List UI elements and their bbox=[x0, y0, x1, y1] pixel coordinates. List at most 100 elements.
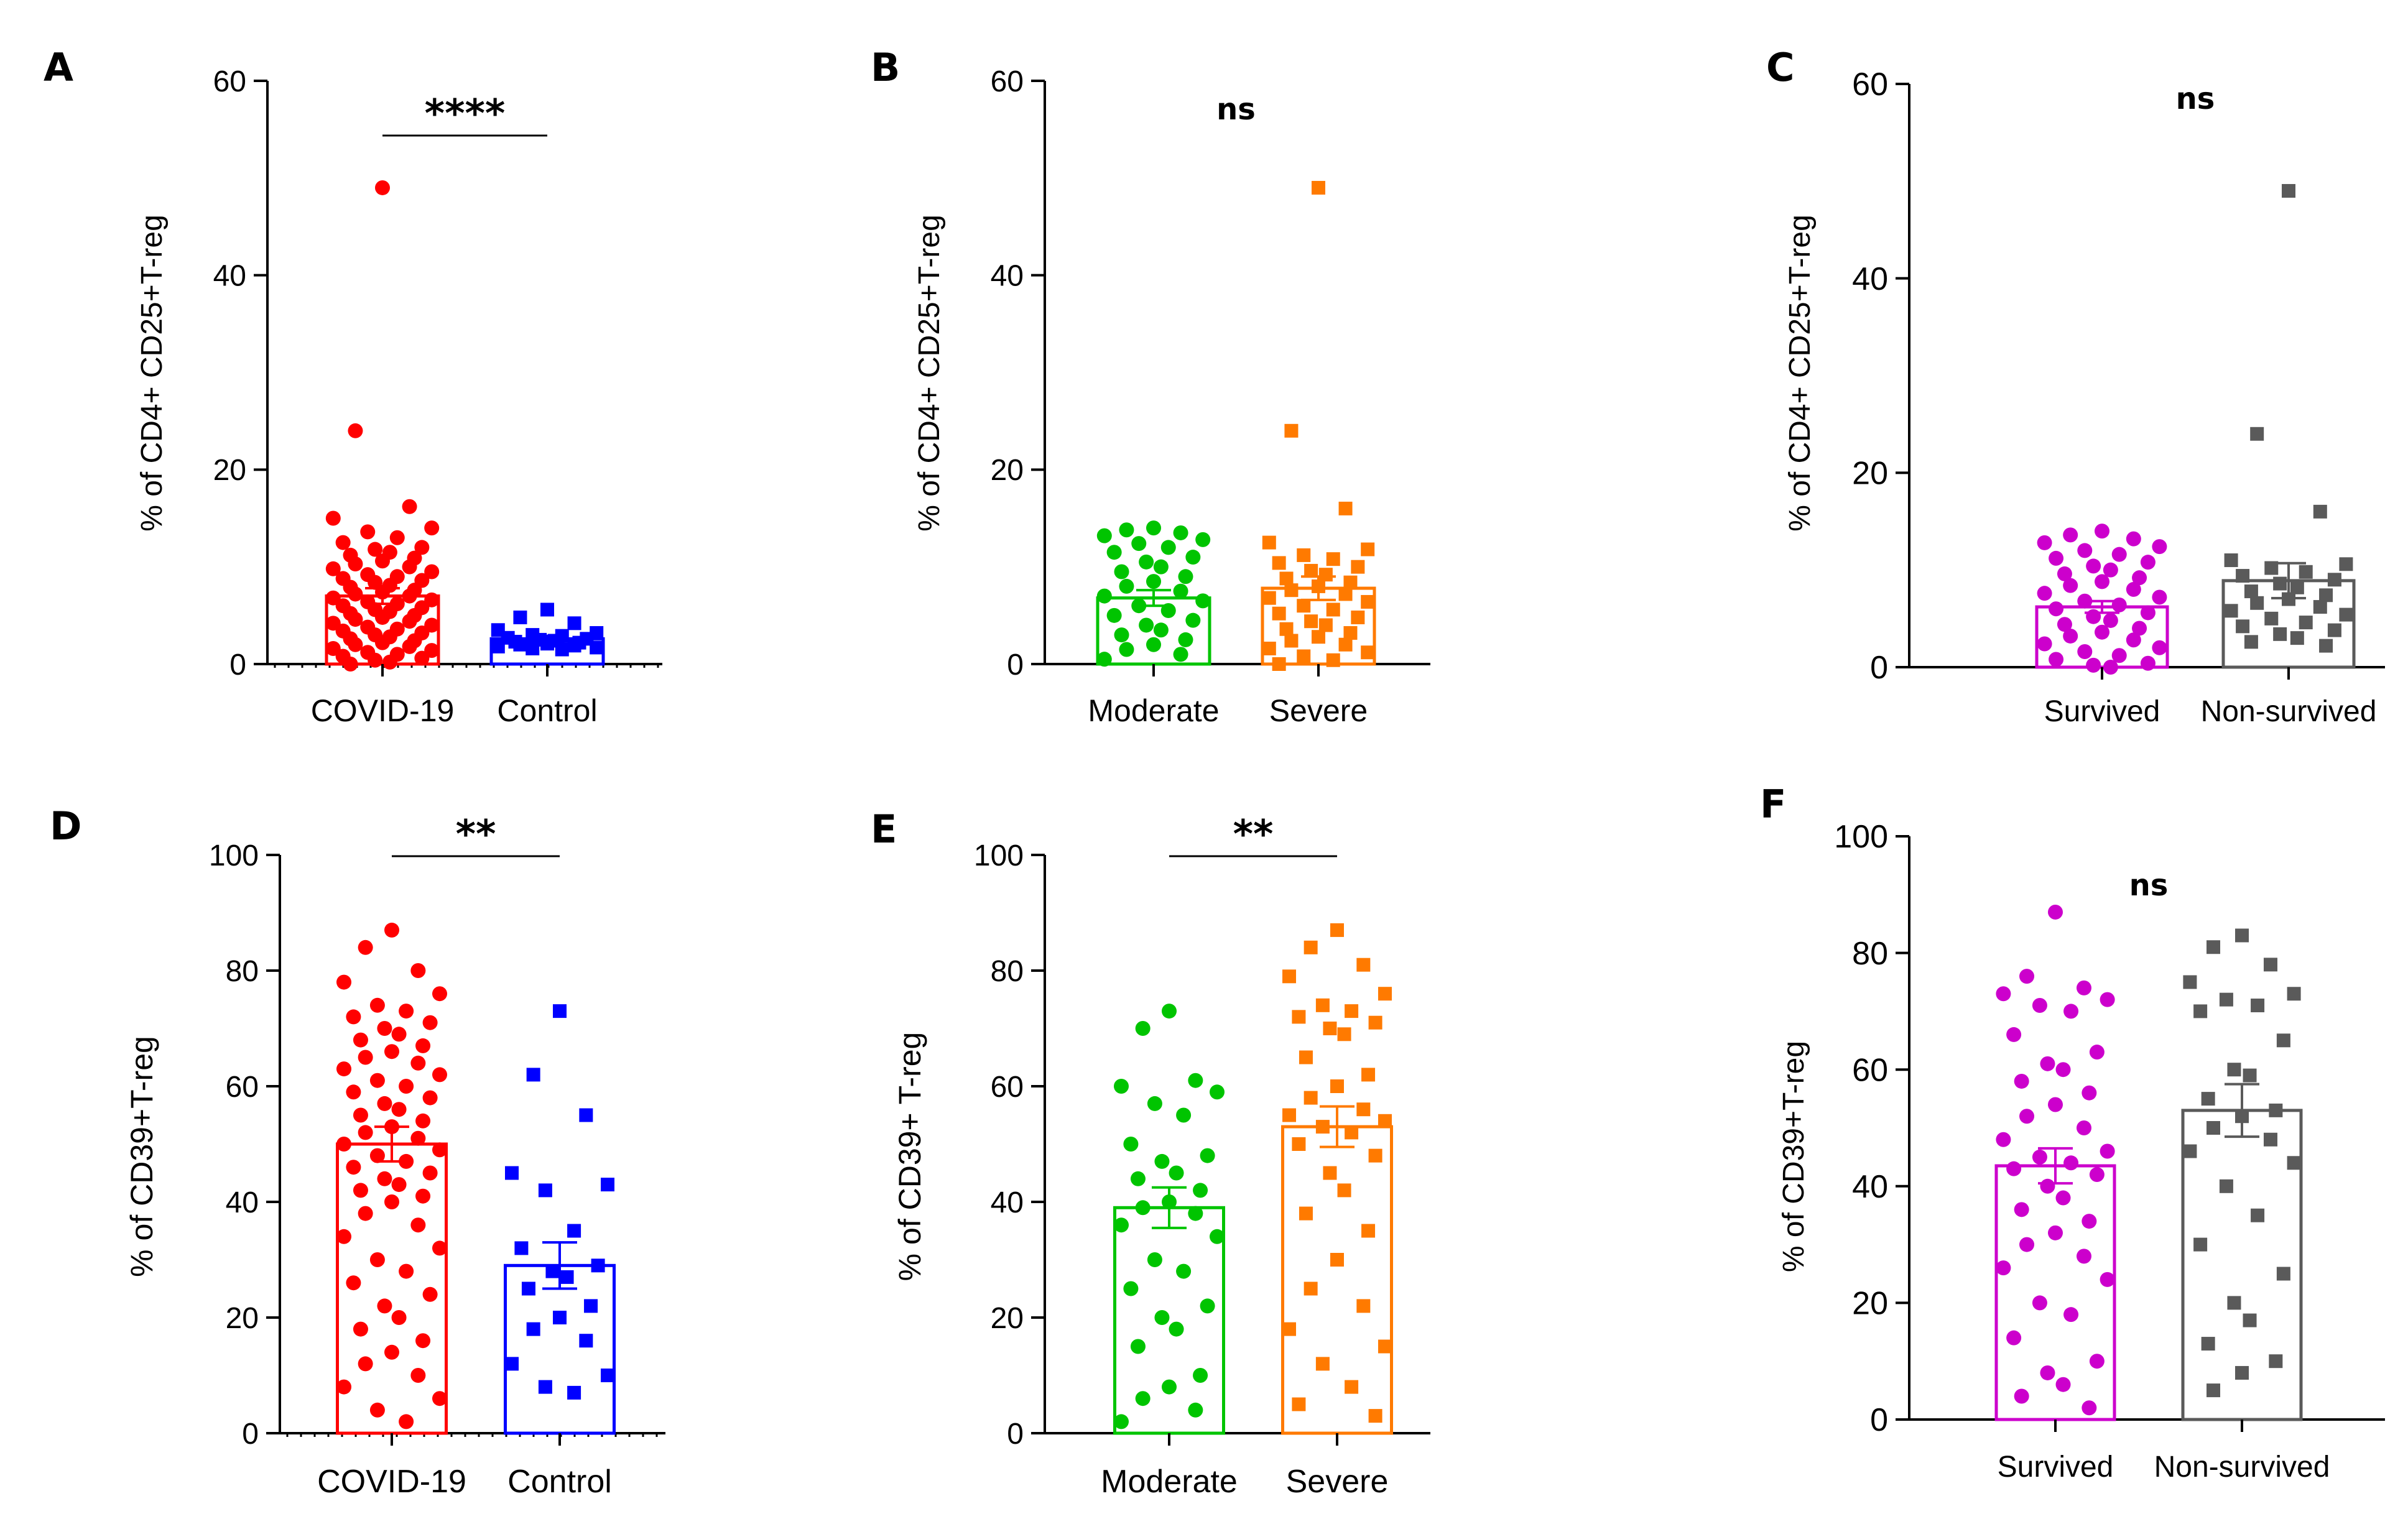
data-point bbox=[1154, 1153, 1170, 1169]
group-non-survived bbox=[2221, 183, 2356, 669]
data-point bbox=[1378, 987, 1392, 1001]
data-point bbox=[2111, 648, 2127, 663]
y-tick-label: 0 bbox=[1007, 1418, 1024, 1451]
data-point bbox=[567, 1385, 581, 1400]
data-point bbox=[2032, 998, 2047, 1013]
data-point bbox=[1123, 1137, 1139, 1152]
data-point bbox=[1119, 578, 1134, 594]
data-point bbox=[2319, 588, 2333, 603]
data-point bbox=[1210, 1084, 1225, 1100]
data-point bbox=[1131, 536, 1147, 552]
data-point bbox=[410, 963, 426, 978]
data-point bbox=[1299, 1206, 1313, 1221]
data-point bbox=[560, 1270, 574, 1284]
data-point bbox=[399, 1414, 414, 1429]
data-point bbox=[513, 637, 527, 652]
data-point bbox=[2269, 1354, 2283, 1369]
data-point bbox=[1185, 550, 1201, 565]
data-point bbox=[325, 561, 341, 576]
data-point bbox=[2076, 980, 2091, 995]
data-point bbox=[1297, 649, 1311, 663]
data-point bbox=[2251, 1208, 2265, 1222]
data-point bbox=[521, 1281, 535, 1296]
data-point bbox=[2313, 600, 2327, 614]
x-tick-label: Severe bbox=[1269, 693, 1368, 728]
panel-letter: D bbox=[50, 803, 81, 849]
data-point bbox=[1162, 1379, 1177, 1395]
data-point bbox=[432, 1391, 447, 1406]
data-point bbox=[2014, 1388, 2029, 1404]
data-point bbox=[2040, 1365, 2055, 1380]
y-tick-label: 0 bbox=[242, 1418, 259, 1451]
data-point bbox=[2243, 1068, 2257, 1083]
data-point bbox=[1154, 1310, 1170, 1325]
y-axis-label: % of CD39+T-reg bbox=[124, 1036, 159, 1277]
data-point bbox=[2040, 1056, 2055, 1071]
group-control bbox=[489, 603, 605, 666]
y-axis-label: % of CD39+T-reg bbox=[1777, 1041, 1810, 1272]
data-point bbox=[2319, 639, 2333, 653]
data-point bbox=[422, 1165, 438, 1181]
data-point bbox=[1351, 610, 1365, 624]
data-point bbox=[402, 639, 417, 654]
data-point bbox=[1114, 564, 1129, 579]
group-covid-19 bbox=[336, 922, 448, 1435]
data-point bbox=[1173, 525, 1188, 540]
data-point bbox=[1114, 1079, 1129, 1094]
data-point bbox=[1200, 1298, 1215, 1314]
data-point bbox=[2049, 550, 2064, 566]
data-point bbox=[2290, 580, 2304, 594]
data-point bbox=[1135, 1200, 1151, 1216]
data-point bbox=[553, 1004, 567, 1018]
data-point bbox=[1195, 532, 1211, 547]
y-axis-label: % of CD4+ CD25+T-reg bbox=[913, 215, 946, 532]
data-point bbox=[432, 1142, 447, 1158]
data-point bbox=[1338, 587, 1353, 601]
data-point bbox=[1361, 1068, 1376, 1082]
panel-e: E 0 20 40 60 80 100 % of CD39+ T-reg Moderate Sev… bbox=[871, 806, 1430, 1500]
data-point bbox=[348, 586, 363, 602]
group-severe bbox=[1261, 180, 1376, 671]
data-point bbox=[2132, 570, 2147, 586]
data-point bbox=[1368, 1015, 1382, 1030]
data-point bbox=[2235, 928, 2249, 943]
y-tick-label: 20 bbox=[1852, 456, 1888, 492]
x-tick-label: Control bbox=[497, 693, 597, 728]
data-point bbox=[415, 1188, 431, 1204]
data-point bbox=[384, 1194, 399, 1209]
data-point bbox=[410, 1130, 426, 1146]
data-point bbox=[1153, 559, 1169, 575]
data-point bbox=[538, 1380, 552, 1394]
data-point bbox=[2063, 628, 2078, 644]
data-point bbox=[1996, 986, 2011, 1002]
data-point bbox=[422, 1090, 438, 1106]
data-point bbox=[348, 423, 363, 438]
x-tick-label: Non-survived bbox=[2154, 1451, 2330, 1484]
data-point bbox=[375, 609, 390, 625]
data-point bbox=[1315, 1120, 1330, 1134]
data-point bbox=[2019, 1237, 2035, 1252]
data-point bbox=[1323, 1166, 1337, 1180]
data-point bbox=[2032, 1295, 2047, 1311]
data-point bbox=[2235, 1365, 2249, 1380]
data-point bbox=[1279, 622, 1294, 636]
data-point bbox=[1297, 599, 1311, 613]
panel-c: C 0 20 40 60 % of CD4+ CD25+T-reg Survived Non-… bbox=[1766, 45, 2385, 728]
data-point bbox=[382, 654, 397, 670]
data-point bbox=[1312, 180, 1325, 195]
data-point bbox=[2103, 612, 2118, 628]
data-point bbox=[2152, 640, 2167, 655]
data-point bbox=[590, 640, 604, 655]
data-point bbox=[2019, 1109, 2035, 1124]
data-point bbox=[346, 1275, 361, 1291]
data-point bbox=[432, 986, 447, 1002]
y-tick-label: 60 bbox=[991, 1071, 1024, 1104]
data-point bbox=[336, 1229, 351, 1244]
panel-letter: E bbox=[871, 806, 897, 852]
group-severe bbox=[1281, 923, 1393, 1435]
data-point bbox=[2063, 1155, 2079, 1171]
data-point bbox=[2183, 1144, 2197, 1158]
y-tick-label: 100 bbox=[974, 839, 1024, 872]
data-point bbox=[2273, 627, 2287, 641]
group-survived bbox=[1994, 904, 2116, 1421]
